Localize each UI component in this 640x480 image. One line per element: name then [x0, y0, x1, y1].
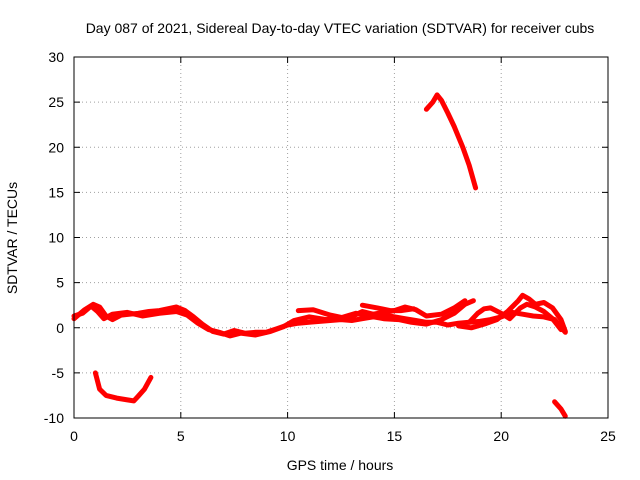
data-series [71, 92, 568, 419]
series-line-low-arc [92, 370, 154, 404]
x-tick-label: 5 [177, 428, 185, 444]
series-line-high-arc [423, 92, 479, 191]
series-line-tail-arc [552, 399, 568, 419]
y-tick-label: 20 [48, 139, 64, 155]
x-tick-label: 20 [493, 428, 509, 444]
x-tick-label: 10 [280, 428, 296, 444]
y-tick-label: 15 [48, 184, 64, 200]
x-tick-label: 25 [600, 428, 616, 444]
x-tick-label: 15 [387, 428, 403, 444]
y-tick-label: 25 [48, 94, 64, 110]
series-line-main-band-b [71, 298, 476, 339]
axis-ticks: 0 5 10 15 20 25 -10 -5 0 5 10 15 20 25 30 [44, 49, 616, 444]
series-line-main-band-f [466, 301, 564, 333]
series-line-main-band-a [71, 301, 568, 337]
y-tick-label: 5 [56, 275, 64, 291]
series-line-main-band-e [456, 292, 568, 334]
grid-lines [74, 57, 608, 418]
x-axis-label: GPS time / hours [287, 457, 394, 473]
y-tick-label: 0 [56, 320, 64, 336]
chart-title: Day 087 of 2021, Sidereal Day-to-day VTE… [86, 20, 595, 36]
y-tick-label: 10 [48, 230, 64, 246]
y-tick-label: -10 [44, 410, 64, 426]
y-tick-label: 30 [48, 49, 64, 65]
x-tick-label: 0 [70, 428, 78, 444]
y-axis-label: SDTVAR / TECUs [4, 182, 20, 294]
series-line-main-band-d [359, 302, 417, 314]
y-tick-label: -5 [52, 365, 65, 381]
